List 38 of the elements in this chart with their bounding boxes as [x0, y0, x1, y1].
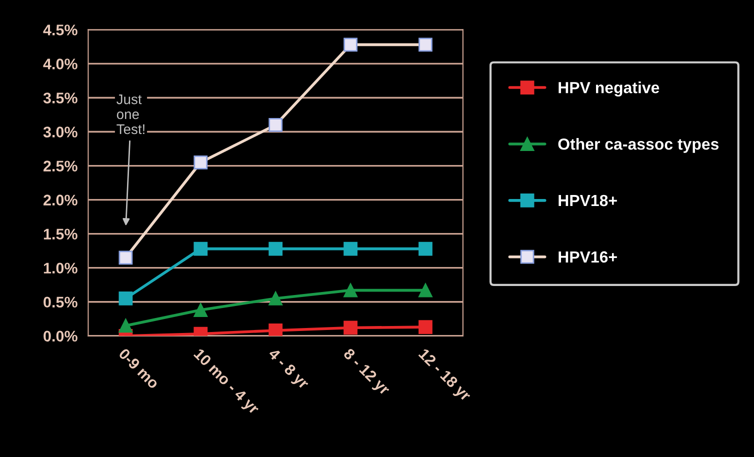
y-tick-label: 1.5%: [44, 228, 78, 240]
point: [344, 242, 358, 256]
point: [344, 38, 358, 52]
point: [268, 324, 283, 336]
y-tick-label: 2.5%: [44, 160, 78, 172]
point: [418, 320, 432, 334]
point: [268, 242, 283, 256]
legend-label: HPV negative: [558, 82, 660, 97]
y-tick-label: 3.0%: [43, 126, 78, 138]
point: [194, 155, 208, 170]
point: [418, 283, 432, 298]
point: [118, 250, 133, 265]
x-tick-label: 10 mo - 4 yr: [191, 348, 260, 417]
point: [418, 38, 432, 52]
legend-label: Other ca-assoc types: [558, 138, 719, 153]
y-tick-label: 4.5%: [43, 24, 78, 36]
legend-label: HPV16+: [558, 251, 617, 263]
y-tick-label: 3.5%: [43, 92, 78, 104]
y-tick-label: 2.0%: [44, 194, 78, 206]
x-tick-label: 12 - 18 yr: [416, 348, 472, 404]
point: [118, 292, 133, 306]
x-tick-label: 4 - 8 yr: [266, 347, 310, 392]
point: [194, 303, 208, 317]
legend-label: HPV18+: [558, 194, 617, 206]
y-tick-label: 0.0%: [44, 330, 78, 342]
y-tick-label: 1.0%: [44, 262, 78, 274]
point: [268, 292, 283, 306]
point: [194, 242, 208, 256]
point: [418, 242, 432, 256]
x-tick-label: 8 - 12 yr: [340, 348, 391, 398]
y-tick-label: 4.0%: [43, 58, 78, 70]
point: [268, 118, 283, 132]
annotation: Just one Test!: [116, 94, 144, 134]
point: [118, 318, 133, 333]
x-tick-label: 0-9 mo: [118, 348, 160, 390]
point: [344, 320, 358, 335]
point: [344, 283, 358, 298]
y-tick-label: 0.5%: [44, 296, 78, 308]
